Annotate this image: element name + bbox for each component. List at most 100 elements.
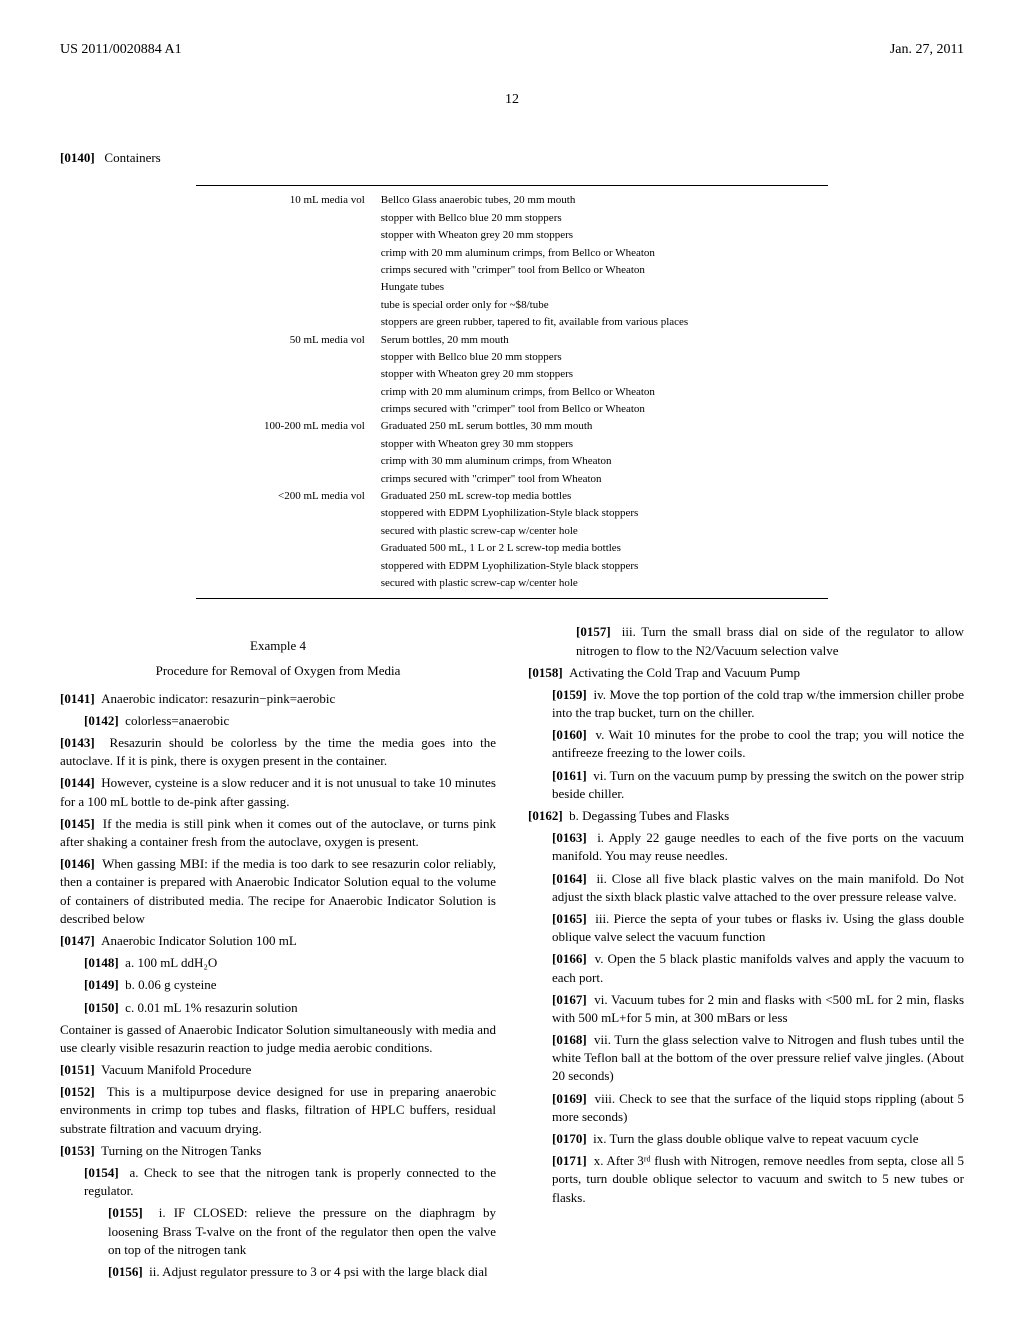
table-row: crimps secured with "crimper" tool from … (196, 471, 829, 488)
table-desc-cell: stoppered with EDPM Lyophilization-Style… (373, 558, 829, 575)
table-desc-cell: Graduated 250 mL screw-top media bottles (373, 488, 829, 505)
para-num: [0152] (60, 1084, 95, 1099)
paragraph: [0168] vii. Turn the glass selection val… (528, 1031, 964, 1086)
paragraph: [0165] iii. Pierce the septa of your tub… (528, 910, 964, 946)
table-desc-cell: crimps secured with "crimper" tool from … (373, 471, 829, 488)
paragraph: [0153] Turning on the Nitrogen Tanks (60, 1142, 496, 1160)
paragraph: [0159] iv. Move the top portion of the c… (528, 686, 964, 722)
table-row: Hungate tubes (196, 279, 829, 296)
table-label-cell (196, 366, 373, 383)
para-num: [0147] (60, 933, 95, 948)
table-row: crimps secured with "crimper" tool from … (196, 262, 829, 279)
para-text: vii. Turn the glass selection valve to N… (552, 1032, 964, 1083)
para-num: [0161] (552, 768, 587, 783)
para-text: x. After 3ʳᵈ flush with Nitrogen, remove… (552, 1153, 964, 1204)
table-desc-cell: crimp with 20 mm aluminum crimps, from B… (373, 384, 829, 401)
table-desc-cell: stoppered with EDPM Lyophilization-Style… (373, 505, 829, 522)
para-text: ii. Close all five black plastic valves … (552, 871, 964, 904)
table-desc-cell: stopper with Wheaton grey 20 mm stoppers (373, 366, 829, 383)
table-label-cell (196, 575, 373, 592)
para-text: colorless=anaerobic (125, 713, 229, 728)
para-text: c. 0.01 mL 1% resazurin solution (125, 1000, 297, 1015)
table-row: stopper with Wheaton grey 30 mm stoppers (196, 436, 829, 453)
para-num: [0148] (84, 955, 119, 970)
table-row: crimp with 20 mm aluminum crimps, from B… (196, 245, 829, 262)
para-num: [0164] (552, 871, 587, 886)
table-label-cell: <200 mL media vol (196, 488, 373, 505)
table-row: crimps secured with "crimper" tool from … (196, 401, 829, 418)
table-row: 10 mL media volBellco Glass anaerobic tu… (196, 192, 829, 209)
table-label-cell: 10 mL media vol (196, 192, 373, 209)
table-label-cell (196, 471, 373, 488)
para-text: This is a multipurpose device designed f… (60, 1084, 496, 1135)
table-desc-cell: stopper with Bellco blue 20 mm stoppers (373, 349, 829, 366)
table-label-cell (196, 558, 373, 575)
para-text: a. Check to see that the nitrogen tank i… (84, 1165, 496, 1198)
table-row: <200 mL media volGraduated 250 mL screw-… (196, 488, 829, 505)
para-num: [0144] (60, 775, 95, 790)
para-text: Resazurin should be colorless by the tim… (60, 735, 496, 768)
paragraph: [0142] colorless=anaerobic (60, 712, 496, 730)
section-text: Containers (104, 150, 160, 165)
table-desc-cell: stopper with Bellco blue 20 mm stoppers (373, 210, 829, 227)
paragraph: [0163] i. Apply 22 gauge needles to each… (528, 829, 964, 865)
paragraph: [0157] iii. Turn the small brass dial on… (528, 623, 964, 659)
para-text: a. 100 mL ddH₂O (125, 955, 217, 970)
section-heading: [0140] Containers (60, 149, 964, 167)
para-num: [0141] (60, 691, 95, 706)
para-text: v. Open the 5 black plastic manifolds va… (552, 951, 964, 984)
table-row: stopper with Bellco blue 20 mm stoppers (196, 349, 829, 366)
table-desc-cell: tube is special order only for ~$8/tube (373, 297, 829, 314)
table-label-cell (196, 401, 373, 418)
para-num: [0170] (552, 1131, 587, 1146)
table-desc-cell: crimp with 20 mm aluminum crimps, from B… (373, 245, 829, 262)
table-row: crimp with 30 mm aluminum crimps, from W… (196, 453, 829, 470)
para-num: [0157] (576, 624, 611, 639)
para-num: [0162] (528, 808, 563, 823)
para-text: vi. Vacuum tubes for 2 min and flasks wi… (552, 992, 964, 1025)
para-num: [0155] (108, 1205, 143, 1220)
table-row: stopper with Wheaton grey 20 mm stoppers (196, 227, 829, 244)
containers-table: 10 mL media volBellco Glass anaerobic tu… (196, 185, 829, 599)
paragraph: [0164] ii. Close all five black plastic … (528, 870, 964, 906)
table-desc-cell: secured with plastic screw-cap w/center … (373, 523, 829, 540)
table-label-cell (196, 297, 373, 314)
para-text: i. IF CLOSED: relieve the pressure on th… (108, 1205, 496, 1256)
para-num: [0159] (552, 687, 587, 702)
paragraph: [0171] x. After 3ʳᵈ flush with Nitrogen,… (528, 1152, 964, 1207)
para-num: [0168] (552, 1032, 587, 1047)
paragraph: [0169] viii. Check to see that the surfa… (528, 1090, 964, 1126)
para-text: When gassing MBI: if the media is too da… (60, 856, 496, 926)
paragraph: [0151] Vacuum Manifold Procedure (60, 1061, 496, 1079)
para-num: [0171] (552, 1153, 587, 1168)
table-row: stoppers are green rubber, tapered to fi… (196, 314, 829, 331)
table-row: stopper with Bellco blue 20 mm stoppers (196, 210, 829, 227)
para-text: Vacuum Manifold Procedure (101, 1062, 251, 1077)
table-desc-cell: Graduated 250 mL serum bottles, 30 mm mo… (373, 418, 829, 435)
para-text: i. Apply 22 gauge needles to each of the… (552, 830, 964, 863)
table-label-cell (196, 314, 373, 331)
paragraph: [0145] If the media is still pink when i… (60, 815, 496, 851)
para-text: b. Degassing Tubes and Flasks (569, 808, 729, 823)
table-desc-cell: stopper with Wheaton grey 30 mm stoppers (373, 436, 829, 453)
para-text: iii. Pierce the septa of your tubes or f… (552, 911, 964, 944)
para-text: ix. Turn the glass double oblique valve … (593, 1131, 918, 1146)
para-text: ii. Adjust regulator pressure to 3 or 4 … (149, 1264, 487, 1279)
table-row: 50 mL media volSerum bottles, 20 mm mout… (196, 332, 829, 349)
para-text: iv. Move the top portion of the cold tra… (552, 687, 964, 720)
table-row: secured with plastic screw-cap w/center … (196, 575, 829, 592)
table-desc-cell: crimp with 30 mm aluminum crimps, from W… (373, 453, 829, 470)
page-number: 12 (60, 90, 964, 110)
table-label-cell (196, 505, 373, 522)
example-subtitle: Procedure for Removal of Oxygen from Med… (60, 662, 496, 680)
paragraph: Container is gassed of Anaerobic Indicat… (60, 1021, 496, 1057)
table-desc-cell: secured with plastic screw-cap w/center … (373, 575, 829, 592)
paragraph: [0167] vi. Vacuum tubes for 2 min and fl… (528, 991, 964, 1027)
paragraph: [0141] Anaerobic indicator: resazurin−pi… (60, 690, 496, 708)
para-text: b. 0.06 g cysteine (125, 977, 216, 992)
para-num: [0156] (108, 1264, 143, 1279)
publication-date: Jan. 27, 2011 (890, 40, 964, 60)
page-header: US 2011/0020884 A1 Jan. 27, 2011 (60, 40, 964, 60)
para-num: [0169] (552, 1091, 587, 1106)
paragraph: [0148] a. 100 mL ddH₂O (60, 954, 496, 972)
